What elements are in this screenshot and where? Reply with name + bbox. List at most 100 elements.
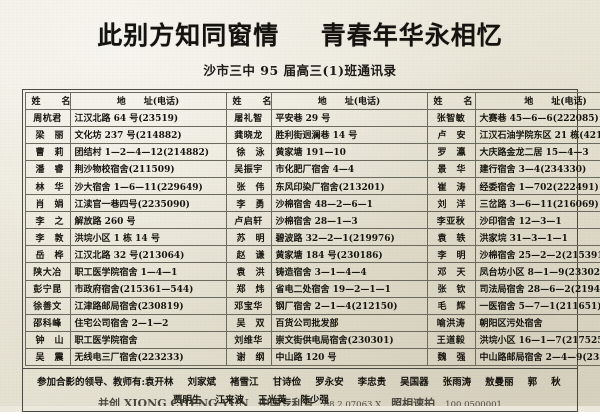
header-address-2: 地 址(电话) xyxy=(271,92,427,109)
cell-address: 江津路邮局宿舍(230819) xyxy=(70,297,226,314)
cell-name: 郑炜 xyxy=(226,280,271,297)
cell-name: 张智敏 xyxy=(427,109,475,126)
cell-address: 沙棉宿舍 28—1—3 xyxy=(271,212,427,229)
bottom-num-mid: 88 2 07063 X xyxy=(324,400,381,406)
cell-address: 崇文街供电局宿舍(230301) xyxy=(271,331,427,348)
contact-name: 刘维华 xyxy=(234,333,263,346)
contact-name: 罗瀛 xyxy=(428,145,476,158)
contact-name: 周杭君 xyxy=(33,111,62,124)
cell-address: 职工医学院宿舍 1—4—1 xyxy=(70,263,226,280)
contact-address: 市政府宿舍(215361—544) xyxy=(75,285,194,295)
footer-name: 甘诗俭 xyxy=(273,377,302,388)
cell-name: 李亚秋 xyxy=(427,212,475,229)
contact-address: 荆沙物校宿舍(211509) xyxy=(75,165,175,175)
table-body: 周杭君江汉北路 64 号(23519)屠礼智平安巷 29 号张智敏大赛巷 45—… xyxy=(25,109,600,365)
header-name-2: 姓 名 xyxy=(226,92,271,109)
contact-address: 大赛巷 45—6—6(222085) xyxy=(480,114,599,124)
cell-address: 无线电三厂宿舍(223233) xyxy=(70,348,226,365)
table-row: 李敦洪垸小区 1 栋 14 号苏明碧波路 32—2—1(219976)袁轶洪家垸… xyxy=(25,229,600,246)
cell-name: 卢安 xyxy=(427,126,475,143)
contact-address: 钢厂宿舍 2—1—4(212150) xyxy=(276,302,398,312)
header-address-label-1: 地 址(电话) xyxy=(117,97,180,107)
footer-name: 敖曼丽 xyxy=(485,377,514,388)
cell-name: 卢启轩 xyxy=(226,212,271,229)
table-row: 周杭君江汉北路 64 号(23519)屠礼智平安巷 29 号张智敏大赛巷 45—… xyxy=(25,109,600,126)
contact-name: 袁轶 xyxy=(428,231,476,244)
contact-name: 卢安 xyxy=(428,128,476,141)
page-title: 此别方知同窗情 青春年华永相忆 xyxy=(0,0,600,48)
footer-name: 郭 xyxy=(528,377,538,388)
contact-name: 邵科峰 xyxy=(33,316,62,329)
cell-name: 李勇 xyxy=(226,195,271,212)
contact-name: 张伟 xyxy=(227,180,272,193)
contact-address: 中山路邮局宿舍 2—4—9(233918) xyxy=(480,353,600,363)
cell-name: 吴振宇 xyxy=(226,160,271,177)
cell-address: 中山路 120 号 xyxy=(271,348,427,365)
contact-address: 经委宿舍 1—702(222491) xyxy=(480,183,599,193)
contact-address: 沙棉宿舍 28—1—3 xyxy=(276,217,358,227)
cell-address: 洪垸小区 1 栋 14 号 xyxy=(70,229,226,246)
cell-address: 司法局宿舍 28—6—2(219486) xyxy=(475,280,600,297)
contact-address: 住宅公司宿舍 2—1—2 xyxy=(75,319,169,329)
contact-name: 郑炜 xyxy=(227,282,272,295)
cell-address: 一医宿舍 5—7—1(211651) xyxy=(475,297,600,314)
cell-address: 省电二处宿舍 19—2—1—1 xyxy=(271,280,427,297)
cell-address: 东风印染厂宿舍(213201) xyxy=(271,177,427,194)
cell-address: 平安巷 29 号 xyxy=(271,109,427,126)
bottom-text-mid: 中国专利号 xyxy=(259,397,314,406)
contact-address: 平安巷 29 号 xyxy=(276,114,331,124)
cell-name: 邵科峰 xyxy=(25,314,70,331)
cell-address: 江渎官一巷四号(2235090) xyxy=(70,195,226,212)
contact-address: 中山路 120 号 xyxy=(276,353,337,363)
contact-name: 喻洪涛 xyxy=(437,316,466,329)
header-name-3: 姓 名 xyxy=(427,92,475,109)
footer-line-1: 参加合影的领导、教师有:袁开林刘家斌褚雪江甘诗俭罗永安李忠贵吴国器张雨涛敖曼丽郭… xyxy=(23,374,577,388)
contact-name: 李之 xyxy=(26,214,71,227)
cell-name: 赵谦 xyxy=(226,246,271,263)
header-name-label-1: 姓 名 xyxy=(26,97,71,107)
contact-name: 陕大冶 xyxy=(33,265,62,278)
title-part-1: 此别方知同窗情 xyxy=(97,21,279,50)
cell-name: 周杭君 xyxy=(25,109,70,126)
contact-address: 洪垸小区 1 栋 14 号 xyxy=(75,234,160,244)
header-address-1: 地 址(电话) xyxy=(70,92,226,109)
contact-address: 解放路 260 号 xyxy=(75,217,136,227)
cell-name: 邓宝华 xyxy=(226,297,271,314)
cell-address: 经委宿舍 1—702(222491) xyxy=(475,177,600,194)
cell-address: 江汉北路 64 号(23519) xyxy=(70,109,226,126)
cell-address: 职工医学院宿舍 xyxy=(70,331,226,348)
contact-address: 崇文街供电局宿舍(230301) xyxy=(276,336,394,346)
contact-name: 李敦 xyxy=(26,231,71,244)
contact-address: 职工医学院宿舍 xyxy=(75,336,138,346)
cell-address: 胜利街迥澜巷 14 号 xyxy=(271,126,427,143)
cell-name: 袁轶 xyxy=(427,229,475,246)
table-row: 林华沙大宿舍 1—6—11(229649)张伟东风印染厂宿舍(213201)崔涛… xyxy=(25,177,600,194)
header-address-label-2: 地 址(电话) xyxy=(318,97,381,107)
footer-names-line-1: 袁开林刘家斌褚雪江甘诗俭罗永安李忠贵吴国器张雨涛敖曼丽郭秋 xyxy=(145,377,561,388)
table-row: 钟山职工医学院宿舍刘维华崇文街供电局宿舍(230301)王道毅洪垸小区 16—1… xyxy=(25,331,600,348)
contact-address: 三岔路 3—6—11(216069) xyxy=(480,200,599,210)
contact-table-frame: 姓 名 地 址(电话) 姓 名 地 址(电话) 姓 名 地 址(电话) 周杭君江… xyxy=(22,89,578,369)
contact-address: 沙印宿舍 12—3—1 xyxy=(480,217,562,227)
cell-address: 沙印宿舍 12—3—1 xyxy=(475,212,600,229)
contact-name: 张钦 xyxy=(428,282,476,295)
cell-name: 毛辉 xyxy=(427,297,475,314)
cell-name: 潘睿 xyxy=(25,160,70,177)
contact-address: 建行宿舍 3—4(234330) xyxy=(480,165,587,175)
contact-address: 凤台坊小区 8—1—9(2330280 xyxy=(480,268,600,278)
contact-address: 司法局宿舍 28—6—2(219486) xyxy=(480,285,600,295)
contact-name: 林华 xyxy=(26,180,71,193)
contact-address: 东风印染厂宿舍(213201) xyxy=(276,183,385,193)
cell-address: 江汉石油学院东区 21 栋(421052) xyxy=(475,126,600,143)
contact-name: 魏强 xyxy=(428,350,476,363)
contact-name: 毛辉 xyxy=(428,299,476,312)
cell-address: 沙棉宿舍 25—2—2(215391—591) xyxy=(475,246,600,263)
contact-address: 碧波路 32—2—1(219976) xyxy=(276,234,395,244)
bottom-text-right: 照相速拍 xyxy=(391,397,435,406)
footer-name: 袁开林 xyxy=(145,377,174,388)
